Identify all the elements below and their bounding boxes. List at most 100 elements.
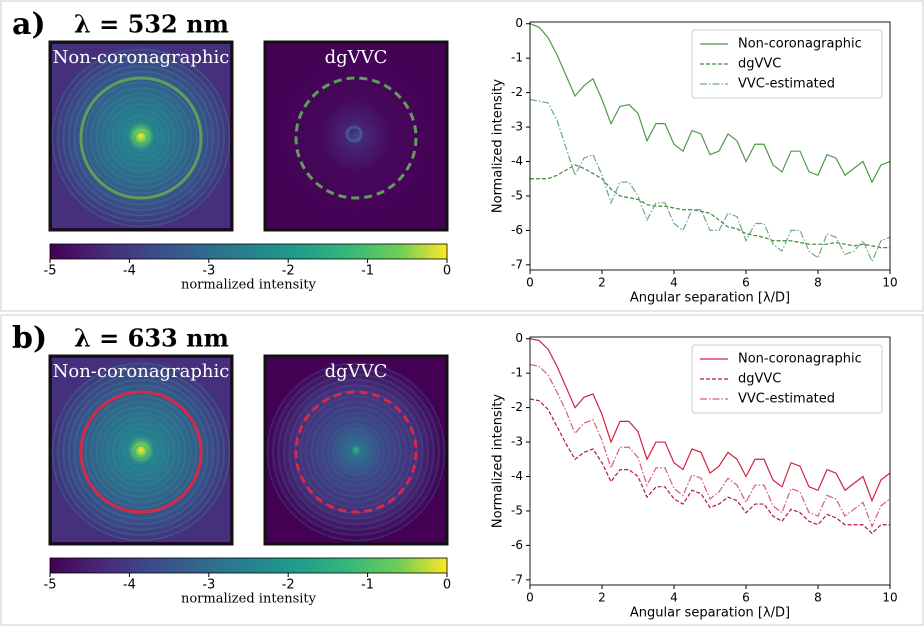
legend-label: Non-coronagraphic bbox=[738, 37, 862, 52]
psf-ring bbox=[327, 423, 385, 481]
psf-ring bbox=[266, 362, 446, 542]
series-line bbox=[530, 338, 890, 503]
image-title: dgVVC bbox=[325, 361, 388, 382]
psf-ring bbox=[84, 395, 198, 509]
series-line bbox=[530, 23, 890, 184]
series-line bbox=[530, 363, 890, 529]
x-tick-label: 0 bbox=[526, 591, 534, 605]
psf-ring bbox=[112, 109, 170, 167]
y-tick-label: -4 bbox=[511, 469, 523, 483]
series-line bbox=[530, 98, 890, 263]
y-tick-label: -7 bbox=[511, 257, 523, 271]
colorbar-tick-label: 0 bbox=[443, 578, 451, 593]
psf-ring bbox=[321, 417, 391, 487]
psf-ring bbox=[51, 48, 231, 228]
y-tick-label: -3 bbox=[511, 120, 523, 134]
psf-ring bbox=[84, 81, 198, 195]
plot-frame bbox=[529, 336, 891, 586]
x-tick-label: 10 bbox=[882, 276, 897, 290]
psf-ring bbox=[90, 401, 192, 503]
colorbar-tick-label: -1 bbox=[361, 578, 374, 593]
x-tick-label: 2 bbox=[598, 591, 606, 605]
legend-label: dgVVC bbox=[738, 57, 781, 72]
psf-ring bbox=[51, 362, 231, 542]
psf-ring bbox=[106, 103, 176, 173]
y-tick-label: -2 bbox=[511, 400, 523, 414]
aperture-circle bbox=[294, 76, 418, 200]
y-tick-label: -4 bbox=[511, 154, 523, 168]
y-tick-label: -3 bbox=[511, 435, 523, 449]
psf-ring bbox=[101, 98, 181, 178]
y-axis-label: Normalized intensity bbox=[491, 79, 506, 214]
y-tick-label: -5 bbox=[511, 503, 523, 517]
panel-frame bbox=[0, 0, 924, 312]
psf-ring bbox=[90, 87, 192, 189]
y-tick-label: -7 bbox=[511, 572, 523, 586]
x-tick-label: 8 bbox=[814, 591, 822, 605]
psf-ring bbox=[73, 70, 209, 206]
psf-ring bbox=[57, 54, 225, 222]
colorbar-label: normalized intensity bbox=[181, 278, 317, 293]
x-tick-label: 10 bbox=[882, 591, 897, 605]
y-tick-label: -6 bbox=[511, 538, 523, 552]
series-line bbox=[530, 398, 890, 535]
y-tick-label: -1 bbox=[511, 366, 523, 380]
psf-ring bbox=[73, 384, 209, 520]
x-tick-label: 2 bbox=[598, 276, 606, 290]
psf-ring bbox=[123, 434, 159, 470]
psf-ring bbox=[62, 59, 220, 217]
colorbar-label: normalized intensity bbox=[181, 592, 317, 607]
psf-image bbox=[266, 358, 446, 542]
x-tick-label: 6 bbox=[742, 276, 750, 290]
psf-ring bbox=[128, 125, 154, 151]
psf-ring bbox=[283, 379, 429, 525]
y-tick-label: 0 bbox=[515, 16, 523, 30]
aperture-circle bbox=[79, 76, 203, 200]
psf-image bbox=[51, 44, 231, 228]
panel-label: a) bbox=[12, 7, 46, 42]
psf-ring bbox=[128, 439, 154, 465]
legend bbox=[691, 344, 883, 414]
y-tick-label: -5 bbox=[511, 188, 523, 202]
series-line bbox=[530, 164, 890, 249]
colorbar-tick-label: -2 bbox=[282, 264, 295, 279]
psf-ring bbox=[68, 379, 214, 525]
y-tick-label: -1 bbox=[511, 51, 523, 65]
psf-ring bbox=[343, 439, 369, 465]
legend-label: dgVVC bbox=[738, 372, 781, 387]
x-tick-label: 6 bbox=[742, 591, 750, 605]
psf-ring bbox=[316, 412, 396, 492]
psf-ring bbox=[299, 395, 413, 509]
psf-ring bbox=[62, 373, 220, 531]
psf-ring bbox=[134, 445, 148, 459]
x-tick-label: 0 bbox=[526, 276, 534, 290]
x-axis-label: Angular separation [λ/D] bbox=[630, 606, 790, 621]
legend bbox=[691, 29, 883, 99]
x-tick-label: 4 bbox=[670, 591, 678, 605]
psf-ring bbox=[117, 114, 165, 162]
psf-ring bbox=[101, 412, 181, 492]
plot-frame bbox=[529, 21, 891, 271]
psf-ring bbox=[95, 92, 187, 184]
x-axis-label: Angular separation [λ/D] bbox=[630, 291, 790, 306]
colorbar-tick-label: -5 bbox=[44, 264, 57, 279]
psf-glow bbox=[267, 44, 445, 228]
panel-label: b) bbox=[12, 321, 47, 356]
y-tick-label: 0 bbox=[515, 331, 523, 345]
psf-ring bbox=[349, 445, 363, 459]
psf-ring bbox=[277, 373, 435, 531]
aperture-circle bbox=[294, 390, 418, 514]
colorbar bbox=[49, 243, 448, 260]
colorbar-tick-label: -3 bbox=[202, 264, 215, 279]
colorbar-tick-label: 0 bbox=[443, 264, 451, 279]
aperture-circle bbox=[79, 390, 203, 514]
psf-ring bbox=[338, 434, 374, 470]
x-tick-label: 4 bbox=[670, 276, 678, 290]
psf-ring bbox=[68, 65, 214, 211]
panel-title: λ = 633 nm bbox=[74, 324, 229, 353]
psf-core bbox=[345, 125, 363, 143]
psf-ring bbox=[305, 401, 407, 503]
legend-label: VVC-estimated bbox=[738, 77, 835, 92]
colorbar-tick-label: -4 bbox=[123, 578, 136, 593]
